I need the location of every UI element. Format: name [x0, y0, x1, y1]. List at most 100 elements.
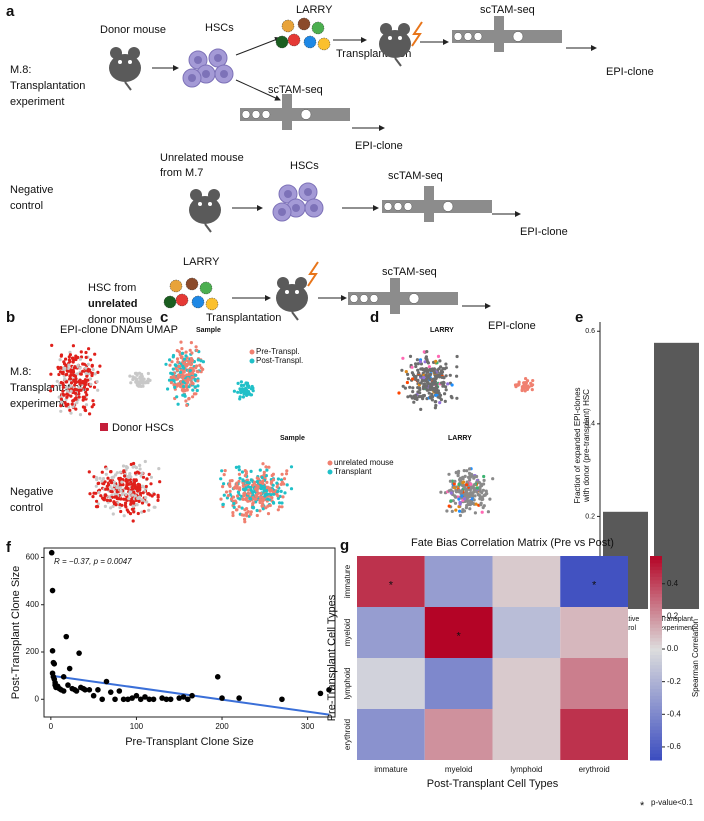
umap-point	[188, 348, 192, 352]
droplet	[261, 110, 271, 119]
umap-point	[63, 377, 67, 381]
y-axis-label: with donor (pre-transplant) HSC	[582, 389, 591, 503]
label: HSC from	[88, 282, 136, 294]
significance-star: *	[456, 630, 461, 642]
umap-point	[174, 364, 178, 368]
umap-point	[232, 505, 236, 509]
colorbar-segment	[650, 715, 662, 720]
umap-point	[67, 405, 71, 409]
umap-point	[412, 374, 417, 378]
umap-point	[137, 499, 141, 503]
colorbar-segment	[650, 654, 662, 659]
heatmap-cell	[357, 556, 425, 607]
umap-point	[234, 465, 238, 469]
colorbar-segment	[650, 732, 662, 737]
umap-point	[141, 384, 145, 388]
umap-point	[134, 466, 138, 470]
larry-cell	[275, 35, 289, 49]
hsc-nucleus	[292, 204, 300, 212]
umap-point	[427, 365, 431, 369]
umap-point	[241, 487, 246, 491]
point	[133, 692, 140, 699]
umap-point	[433, 389, 437, 393]
umap-point	[137, 487, 141, 491]
umap-point	[289, 487, 294, 491]
mouse-ear	[277, 277, 289, 289]
umap-point	[259, 491, 263, 496]
label: Unrelated mouse	[160, 152, 244, 164]
colorbar-segment	[650, 624, 662, 628]
umap-point	[463, 486, 467, 490]
umap-point	[465, 503, 469, 508]
umap-point	[132, 480, 137, 484]
umap-point	[114, 503, 118, 507]
umap-point	[482, 474, 486, 479]
umap-point	[118, 470, 122, 474]
umap-point	[194, 345, 198, 349]
umap-point	[176, 402, 180, 406]
umap-point	[235, 494, 240, 498]
umap-point	[219, 497, 223, 501]
umap-point	[435, 385, 439, 389]
umap-point	[136, 511, 140, 516]
annotation: R = −0.37, p = 0.0047	[54, 557, 132, 566]
umap-point	[115, 490, 119, 494]
umap-point	[198, 363, 202, 367]
umap-point	[463, 497, 467, 501]
umap-point	[232, 486, 236, 490]
umap-point	[95, 478, 99, 482]
umap-point	[406, 377, 410, 381]
point	[86, 687, 93, 693]
umap-point	[135, 383, 139, 387]
umap-point	[520, 387, 524, 391]
mouse-eye	[128, 60, 132, 64]
point	[189, 692, 195, 699]
umap-point	[441, 367, 445, 371]
umap-point	[181, 380, 185, 384]
umap-point	[95, 380, 99, 384]
umap-point	[473, 511, 477, 515]
umap-point	[423, 360, 427, 364]
sctam-device	[282, 94, 292, 130]
umap-point	[234, 508, 239, 512]
umap-point	[84, 366, 88, 370]
umap-point	[199, 359, 203, 363]
umap-point	[195, 388, 199, 393]
umap-point	[86, 362, 90, 366]
umap-point	[97, 490, 101, 494]
umap-point	[131, 504, 135, 508]
umap-point	[438, 359, 442, 363]
umap-point	[112, 480, 116, 484]
umap-point	[188, 369, 192, 373]
heatmap-cell	[492, 607, 561, 658]
umap-point	[184, 383, 189, 387]
umap-point	[428, 395, 432, 399]
point	[146, 696, 153, 703]
umap-point	[74, 397, 78, 401]
colorbar-tick-label: 0.4	[667, 579, 679, 588]
colorbar-segment	[650, 613, 662, 618]
x-tick-label: 200	[215, 722, 229, 731]
umap-point	[282, 482, 286, 486]
umap-point	[71, 344, 75, 348]
umap-point	[418, 388, 422, 392]
plot-title: LARRY	[448, 435, 472, 442]
colorbar-segment	[650, 668, 662, 673]
umap-point	[243, 474, 247, 478]
umap-point	[133, 494, 137, 498]
umap-point	[261, 499, 265, 503]
umap-point	[457, 490, 461, 494]
umap-point	[265, 480, 269, 484]
umap-point	[469, 486, 474, 490]
point	[66, 665, 73, 672]
umap-point	[251, 502, 255, 506]
umap-point	[245, 496, 249, 500]
umap-point	[130, 482, 135, 487]
umap-point	[481, 506, 485, 510]
umap-point	[169, 381, 173, 385]
droplet	[300, 109, 312, 120]
umap-point	[472, 476, 476, 480]
colorbar-segment	[650, 627, 662, 632]
umap-point	[69, 381, 74, 385]
